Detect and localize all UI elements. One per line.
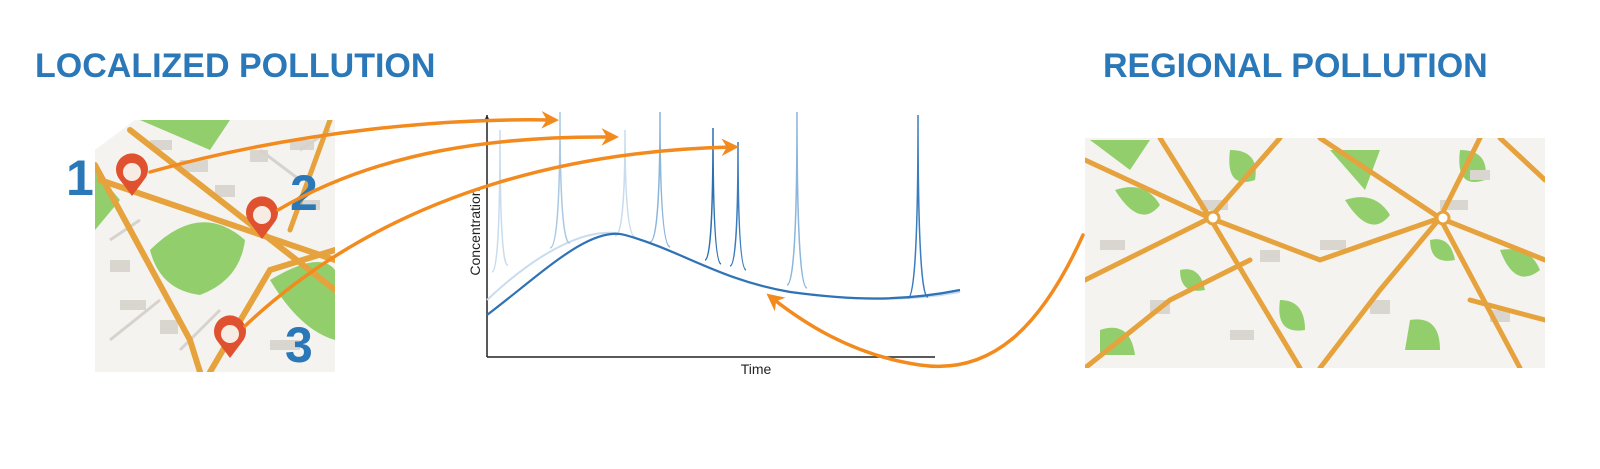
y-axis-label: Concentration [467,188,483,275]
marker-3: 3 [285,317,313,373]
concept-chart: Concentration Time [467,111,961,377]
left-title: LOCALIZED POLLUTION [35,47,435,85]
arrows [148,111,1085,368]
pins [116,153,278,358]
x-axis-label: Time [741,361,772,377]
right-title: REGIONAL POLLUTION [1103,47,1488,85]
regional-map [1085,138,1545,368]
local-map [95,120,335,372]
marker-1: 1 [66,150,94,206]
